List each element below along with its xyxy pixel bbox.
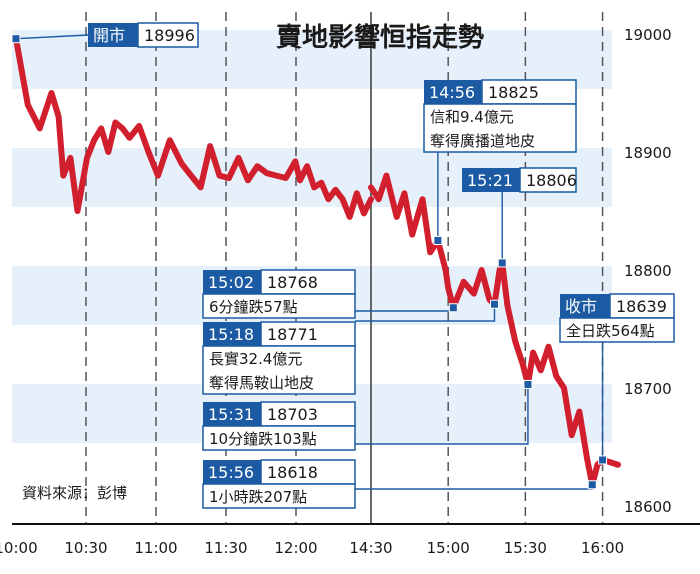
y-axis: 19000 18900 18800 18700 18600 [624, 26, 672, 516]
annotation-note-7-0: 全日跌564點 [566, 322, 655, 340]
annotation-marker-4 [490, 299, 499, 309]
annotation-value-0: 18996 [144, 26, 195, 45]
annotation-value-3: 18768 [267, 273, 318, 292]
annotation-box-2: 15:21 18806 [462, 167, 577, 193]
annotation-time-3: 15:02 [208, 273, 254, 292]
annotation-time-bg-5 [203, 402, 261, 426]
annotation-leader-5 [355, 384, 529, 445]
annotation-box-6: 15:56 18618 1小時跌207點 [202, 459, 356, 509]
x-tick-15:00: 15:00 [427, 539, 470, 557]
annotation-note-6-0: 1小時跌207點 [209, 488, 307, 506]
annotation-box-3: 15:02 18768 6分鐘跌57點 [202, 269, 356, 319]
annotation-time-bg-3 [203, 270, 261, 294]
y-tick-18700: 18700 [624, 380, 672, 398]
annotation-value-4: 18771 [267, 325, 318, 344]
annotation-time-bg-1 [424, 80, 482, 104]
y-tick-18600: 18600 [624, 498, 672, 516]
annotation-note-4-1: 奪得馬鞍山地皮 [209, 374, 314, 392]
annotation-leader-6 [355, 484, 593, 490]
annotation-box-0: 開市 18996 [88, 22, 199, 48]
annotation-value-bg-0 [137, 22, 199, 48]
annotation-time-5: 15:31 [208, 405, 254, 424]
annotation-time-bg-6 [203, 460, 261, 484]
annotation-note-bg-4 [202, 345, 356, 395]
y-tick-19000: 19000 [624, 26, 672, 44]
x-tick-15:30: 15:30 [504, 539, 547, 557]
annotation-note-1-0: 信和9.4億元 [430, 108, 514, 126]
annotation-markers [11, 34, 608, 490]
annotation-value-bg-1 [481, 79, 577, 105]
annotation-note-bg-3 [202, 293, 356, 319]
annotation-time-bg-7 [560, 294, 610, 318]
annotation-value-2: 18806 [526, 171, 577, 190]
y-tick-18800: 18800 [624, 262, 672, 280]
annotation-marker-0 [11, 34, 21, 44]
annotation-time-6: 15:56 [208, 463, 254, 482]
annotation-time-bg-2 [462, 168, 520, 192]
x-tick-14:30: 14:30 [349, 539, 392, 557]
annotation-value-bg-6 [260, 459, 356, 485]
annotation-note-3-0: 6分鐘跌57點 [209, 298, 298, 316]
annotation-time-7: 收市 [565, 297, 597, 316]
annotation-time-bg-0 [88, 23, 138, 47]
annotation-value-5: 18703 [267, 405, 318, 424]
annotation-value-6: 18618 [267, 463, 318, 482]
annotation-value-bg-7 [609, 293, 675, 319]
y-tick-18900: 18900 [624, 144, 672, 162]
annotation-value-bg-5 [260, 401, 356, 427]
annotation-note-bg-5 [202, 425, 356, 451]
annotation-marker-7 [598, 455, 608, 465]
annotation-box-5: 15:31 18703 10分鐘跌103點 [202, 401, 356, 451]
annotation-marker-2 [497, 258, 507, 268]
x-axis: 10:00 10:30 11:00 11:30 12:00 14:30 15:00 15:30… [0, 523, 700, 557]
annotation-note-5-0: 10分鐘跌103點 [209, 430, 317, 448]
annotation-value-7: 18639 [616, 297, 667, 316]
annotation-value-bg-3 [260, 269, 356, 295]
annotation-time-0: 開市 [93, 26, 125, 45]
annotation-note-bg-7 [559, 317, 675, 343]
annotation-leader-4 [355, 304, 496, 322]
x-tick-10:30: 10:30 [64, 539, 107, 557]
annotation-note-1-1: 奪得廣播道地皮 [430, 132, 535, 150]
x-tick-11:30: 11:30 [204, 539, 247, 557]
series-line-segment-1 [13, 35, 374, 220]
annotation-note-bg-6 [202, 483, 356, 509]
x-tick-10:00: 10:00 [0, 539, 38, 557]
annotation-time-1: 14:56 [429, 83, 475, 102]
annotation-note-bg-1 [423, 103, 577, 153]
source-note: 資料來源：彭博 [22, 484, 127, 502]
annotation-marker-5 [523, 379, 533, 389]
annotation-value-bg-2 [519, 167, 577, 193]
annotation-marker-1 [433, 236, 443, 245]
chart-title: 賣地影響恒指走勢 [276, 22, 484, 53]
annotation-time-4: 15:18 [208, 325, 254, 344]
annotation-time-bg-4 [203, 322, 261, 346]
annotation-leader-0 [15, 34, 89, 40]
annotation-time-2: 15:21 [467, 171, 513, 190]
x-tick-16:00: 16:00 [581, 539, 624, 557]
annotation-marker-6 [587, 480, 597, 490]
x-tick-12:00: 12:00 [274, 539, 317, 557]
annotation-marker-3 [448, 303, 458, 313]
annotation-box-7: 收市 18639 全日跌564點 [559, 293, 675, 343]
annotation-note-4-0: 長實32.4億元 [209, 350, 302, 368]
x-tick-11:00: 11:00 [134, 539, 177, 557]
annotation-value-1: 18825 [488, 83, 539, 102]
